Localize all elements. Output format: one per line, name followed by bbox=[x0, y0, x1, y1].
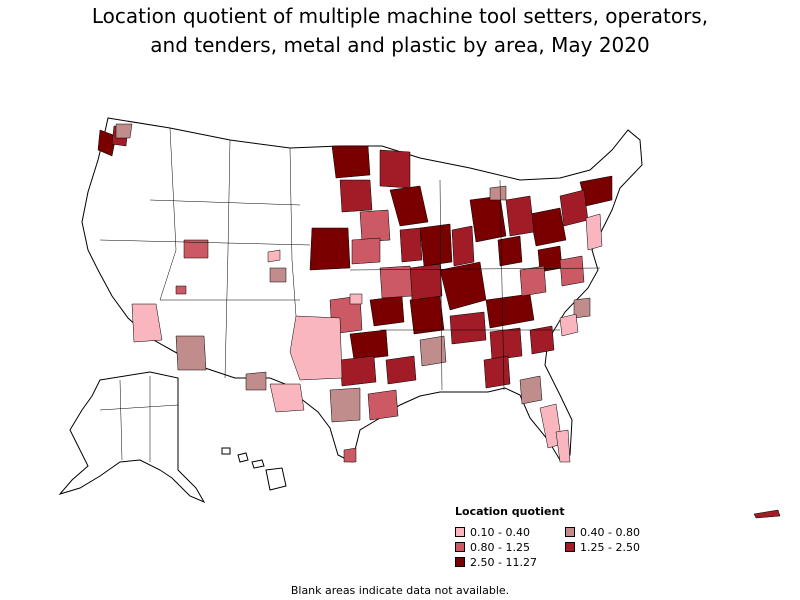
hawaii-islands bbox=[221, 447, 287, 491]
footnote: Blank areas indicate data not available. bbox=[290, 584, 510, 597]
legend-label: 1.25 - 2.50 bbox=[580, 540, 640, 554]
legend-swatch bbox=[565, 527, 575, 537]
legend-swatch bbox=[455, 557, 465, 567]
legend-title: Location quotient bbox=[455, 505, 565, 518]
legend-label: 0.40 - 0.80 bbox=[580, 525, 640, 539]
legend-swatch bbox=[455, 542, 465, 552]
title-line-2: and tenders, metal and plastic by area, … bbox=[150, 33, 650, 57]
areas-2-50-11-27 bbox=[97, 129, 613, 361]
lq-areas bbox=[97, 123, 613, 463]
title-line-1: Location quotient of multiple machine to… bbox=[91, 4, 709, 28]
legend-item-0-40-0-80: 0.40 - 0.80 bbox=[565, 525, 675, 539]
legend-item-0-80-1-25: 0.80 - 1.25 bbox=[455, 540, 565, 554]
legend-label: 0.10 - 0.40 bbox=[470, 525, 530, 539]
legend-swatch bbox=[565, 542, 575, 552]
alaska-boundaries bbox=[99, 376, 179, 462]
legend-item-0-10-0-40: 0.10 - 0.40 bbox=[455, 525, 565, 539]
map-legend: Location quotient 0.10 - 0.40 0.40 - 0.8… bbox=[455, 505, 695, 569]
areas-0-40-0-80 bbox=[115, 123, 591, 423]
legend-label: 2.50 - 11.27 bbox=[470, 555, 537, 569]
areas-0-10-0-40 bbox=[131, 213, 603, 463]
puerto-rico bbox=[753, 509, 781, 519]
map-title: Location quotient of multiple machine to… bbox=[0, 2, 800, 60]
alaska-outline bbox=[58, 371, 206, 504]
legend-label: 0.80 - 1.25 bbox=[470, 540, 530, 554]
legend-swatch bbox=[455, 527, 465, 537]
legend-item-2-50-11-27: 2.50 - 11.27 bbox=[455, 555, 565, 569]
legend-item-1-25-2-50: 1.25 - 2.50 bbox=[565, 540, 675, 554]
area-boundaries bbox=[99, 127, 601, 391]
